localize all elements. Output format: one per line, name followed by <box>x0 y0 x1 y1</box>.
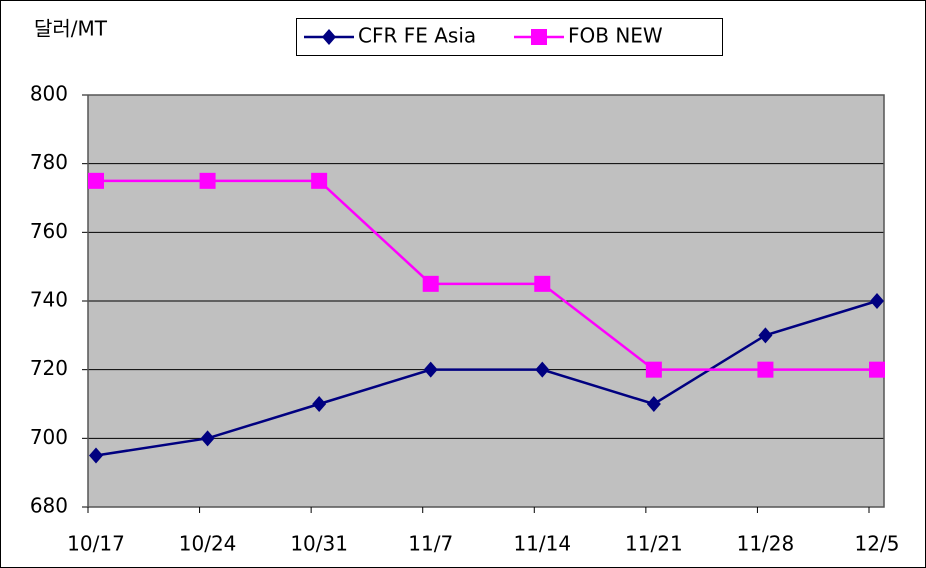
marker <box>311 172 328 189</box>
marker <box>322 29 336 45</box>
y-tick-label: 760 <box>30 219 68 243</box>
y-tick-label: 800 <box>30 82 68 106</box>
y-tick-label: 680 <box>30 494 68 518</box>
x-tick-label: 11/14 <box>513 532 571 556</box>
marker <box>200 430 215 447</box>
marker <box>531 29 547 45</box>
marker <box>870 293 884 309</box>
marker <box>645 361 662 378</box>
y-axis-label: 달러/MT <box>34 17 108 41</box>
y-tick-label: 740 <box>30 288 68 312</box>
marker <box>757 361 774 378</box>
legend-label: FOB NEW <box>568 24 663 48</box>
series-line <box>96 179 877 371</box>
marker <box>199 172 216 189</box>
marker <box>312 396 327 412</box>
marker <box>534 275 551 292</box>
series-line <box>95 299 878 457</box>
x-tick-label: 12/5 <box>855 532 900 556</box>
x-tick-label: 10/24 <box>179 532 237 556</box>
x-tick-label: 11/28 <box>737 532 795 556</box>
x-tick-label: 10/17 <box>67 532 125 556</box>
x-tick-label: 10/31 <box>290 532 348 556</box>
marker <box>88 172 104 189</box>
marker <box>869 361 885 378</box>
marker <box>535 361 550 378</box>
marker <box>423 361 438 378</box>
legend <box>296 18 723 56</box>
legend-label: CFR FE Asia <box>358 24 476 48</box>
y-tick-label: 700 <box>30 425 68 449</box>
marker <box>646 396 661 412</box>
x-tick-label: 11/21 <box>625 532 683 556</box>
marker <box>89 447 103 464</box>
y-tick-label: 780 <box>30 150 68 174</box>
y-tick-label: 720 <box>30 356 68 380</box>
marker <box>422 275 439 292</box>
x-tick-label: 11/7 <box>408 532 453 556</box>
marker <box>758 327 773 344</box>
